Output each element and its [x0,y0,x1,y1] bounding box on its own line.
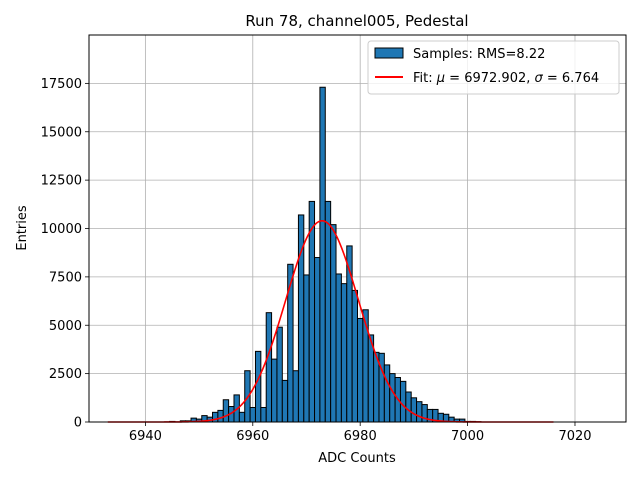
y-tick-label: 0 [74,416,82,431]
histogram-bar [351,289,359,423]
legend-swatch-samples [374,47,404,59]
x-tick-label: 6960 [236,429,269,444]
histogram-bar [281,379,289,423]
histogram-bar [212,411,219,423]
histogram-bar [292,370,299,423]
histogram-bar [324,200,332,423]
histogram-bar [238,411,246,423]
x-tick-label: 6980 [344,429,377,444]
histogram-bar [222,399,230,423]
y-tick-label: 15000 [41,125,82,140]
histogram-bar [319,86,326,423]
legend-fit-mu-value: = 6972.902, [445,71,534,86]
histogram-bar [276,326,283,423]
x-tick-label: 7000 [451,429,484,444]
y-axis-label: Entries [15,205,30,251]
legend-fit-sigma-symbol: σ [535,71,544,86]
histogram-bar [217,409,224,423]
chart-title: Run 78, channel005, Pedestal [245,12,468,30]
y-tick-label: 2500 [49,367,82,382]
legend-box [367,40,620,95]
y-tick-label: 7500 [49,270,82,285]
histogram-bar [410,397,418,423]
histogram-bar [254,350,262,423]
histogram-bar [405,391,412,423]
legend-label-fit: Fit: μ = 6972.902, σ = 6.764 [413,71,599,86]
histogram-bar [399,380,407,423]
legend: Samples: RMS=8.22 Fit: μ = 6972.902, σ =… [367,40,620,95]
histogram-bar [383,364,391,423]
legend-fit-sigma-value: = 6.764 [543,71,599,86]
histogram-bar [330,224,337,423]
x-tick-label: 6940 [129,429,162,444]
axis-ticks: 6940 6960 6980 7000 7020 0 2500 5000 7500 10000 12… [41,77,592,444]
histogram-bar [362,309,369,423]
histogram-bar [265,312,273,423]
histogram-bar [271,358,278,423]
histogram-bar [357,317,364,423]
x-tick-label: 7020 [558,429,591,444]
y-tick-label: 12500 [41,174,82,189]
x-axis-label: ADC Counts [318,451,396,466]
histogram-bar [389,373,396,423]
legend-fit-prefix: Fit: [413,71,437,86]
histogram-bar [260,406,267,423]
histogram-bar [335,273,342,423]
legend-fit-mu-symbol: μ [436,71,445,86]
y-tick-label: 5000 [49,319,82,334]
y-tick-label: 10000 [41,222,82,237]
histogram-bar [416,401,423,423]
histogram-bar [249,406,256,423]
y-tick-label: 17500 [41,77,82,92]
grid-lines [89,35,626,423]
histogram-bar [308,200,316,423]
histogram-bar [340,283,348,423]
histogram-bar [314,257,321,423]
legend-label-samples: Samples: RMS=8.22 [413,47,545,62]
histogram-bar [303,274,310,423]
